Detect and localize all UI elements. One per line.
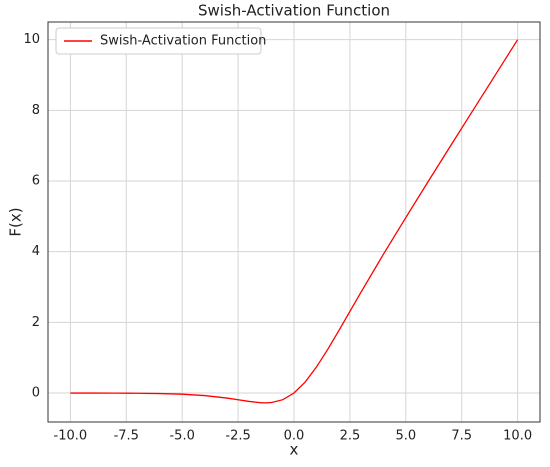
plot-frame bbox=[47, 21, 541, 423]
y-tick-label: 0 bbox=[32, 386, 40, 401]
y-tick-label: 4 bbox=[32, 244, 40, 259]
y-tick-label: 6 bbox=[32, 174, 40, 189]
chart-title: Swish-Activation Function bbox=[198, 2, 390, 20]
x-tick-label: 10.0 bbox=[503, 429, 532, 444]
legend-label: Swish-Activation Function bbox=[100, 34, 266, 49]
x-tick-label: -7.5 bbox=[114, 429, 139, 444]
y-tick-label: 10 bbox=[23, 32, 40, 47]
y-tick-label: 2 bbox=[32, 315, 40, 330]
x-tick-label: 0.0 bbox=[284, 429, 305, 444]
data-line bbox=[70, 39, 519, 404]
x-axis-label: x bbox=[290, 441, 299, 459]
legend-box bbox=[55, 27, 262, 55]
x-tick-label: 5.0 bbox=[395, 429, 416, 444]
y-tick-label: 8 bbox=[32, 103, 40, 118]
x-tick-label: -2.5 bbox=[225, 429, 250, 444]
x-tick-label: -10.0 bbox=[54, 429, 88, 444]
x-tick-label: -5.0 bbox=[169, 429, 194, 444]
x-tick-label: 7.5 bbox=[451, 429, 472, 444]
y-axis-label: F(x) bbox=[7, 207, 25, 236]
x-tick-label: 2.5 bbox=[340, 429, 361, 444]
